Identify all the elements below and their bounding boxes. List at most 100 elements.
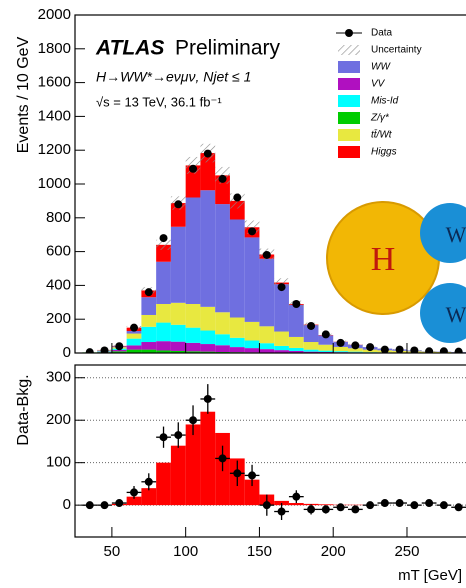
stack-segment: [141, 342, 156, 350]
y-axis-label: Events / 10 GeV: [15, 36, 32, 153]
preliminary-label: Preliminary: [175, 37, 281, 60]
data-point: [189, 416, 197, 424]
stack-segment: [274, 350, 289, 353]
data-point: [396, 499, 404, 507]
data-point: [440, 501, 448, 509]
y-axis-label: Data-Bkg.: [15, 374, 32, 445]
legend-swatch: [338, 112, 360, 124]
stack-segment: [186, 198, 201, 304]
stack-segment: [171, 325, 186, 342]
stack-segment: [171, 342, 186, 351]
legend-label: Higgs: [371, 147, 397, 158]
stack-segment: [141, 327, 156, 342]
stack-segment: [200, 331, 215, 345]
stack-segment: [304, 342, 319, 350]
y-tick-label: 2000: [38, 6, 71, 23]
data-point: [86, 348, 94, 356]
stack-segment: [259, 326, 274, 343]
x-axis-label: mT [GeV]: [398, 567, 462, 584]
stack-segment: [259, 343, 274, 349]
stack-segment: [274, 284, 289, 331]
stack-segment: [186, 304, 201, 328]
y-tick-label: 1000: [38, 175, 71, 192]
y-tick-label: 600: [46, 243, 71, 260]
stack-segment: [245, 237, 260, 321]
stack-segment: [186, 328, 201, 343]
data-point: [425, 499, 433, 507]
y-tick-label: 1400: [38, 107, 71, 124]
stack-segment: [274, 332, 289, 346]
data-point: [292, 300, 300, 308]
data-point: [145, 288, 153, 296]
stack-segment: [200, 344, 215, 352]
data-point: [278, 508, 286, 516]
legend-label: WW: [371, 62, 391, 73]
legend-swatch: [338, 129, 360, 141]
legend-swatch: [338, 146, 360, 158]
stack-segment: [156, 323, 171, 342]
data-point: [174, 431, 182, 439]
x-tick-label: 50: [104, 543, 121, 560]
y-tick-label: 800: [46, 209, 71, 226]
signal-bar: [200, 412, 215, 505]
data-point: [115, 342, 123, 350]
legend-label: tt̄/Wt: [371, 128, 393, 140]
signal-bar: [318, 504, 333, 505]
data-point: [351, 505, 359, 513]
stack-segment: [230, 318, 245, 338]
data-point: [322, 505, 330, 513]
x-tick-label: 250: [394, 543, 419, 560]
y-tick-label: 1200: [38, 141, 71, 158]
data-point: [233, 194, 241, 202]
data-point: [204, 150, 212, 158]
legend-marker: [345, 29, 353, 37]
data-point: [366, 343, 374, 351]
stack-segment: [215, 204, 230, 312]
data-point: [455, 503, 463, 511]
stack-segment: [200, 307, 215, 331]
y-tick-label: 300: [46, 369, 71, 386]
stack-segment: [348, 352, 363, 353]
stack-segment: [230, 347, 245, 352]
signal-bar: [156, 463, 171, 505]
legend-label: Uncertainty: [371, 45, 422, 56]
atlas-label: ATLAS: [95, 37, 164, 60]
data-point: [455, 348, 463, 356]
stack-segment: [245, 322, 260, 341]
chart: 0200400600800100012001400160018002000010…: [0, 0, 466, 588]
data-point: [381, 499, 389, 507]
y-tick-label: 1800: [38, 40, 71, 57]
legend-swatch: [338, 78, 360, 90]
data-point: [410, 501, 418, 509]
y-tick-label: 100: [46, 454, 71, 471]
data-point: [278, 283, 286, 291]
stack-segment: [127, 334, 142, 339]
stack-segment: [127, 339, 142, 346]
w-symbol: W: [446, 302, 466, 327]
stack-segment: [259, 349, 274, 352]
stack-segment: [156, 341, 171, 350]
stack-segment: [230, 219, 245, 317]
stack-segment: [274, 346, 289, 350]
w-symbol: W: [446, 222, 466, 247]
legend-label: Mis-Id: [371, 96, 399, 107]
y-tick-label: 400: [46, 276, 71, 293]
stack-segment: [245, 340, 260, 348]
lower-plot: [75, 378, 466, 520]
energy-label: √s = 13 TeV, 36.1 fb⁻¹: [96, 94, 222, 109]
data-point: [115, 499, 123, 507]
stack-segment: [215, 334, 230, 345]
process-label: H→WW*→eνμν, Njet ≤ 1: [96, 69, 251, 85]
y-tick-label: 200: [46, 310, 71, 327]
stack-segment: [215, 312, 230, 334]
stack-segment: [318, 345, 333, 351]
stack-segment: [304, 350, 319, 352]
legend-swatch: [338, 45, 360, 55]
data-point: [307, 322, 315, 330]
data-point: [219, 175, 227, 183]
data-point: [145, 478, 153, 486]
y-tick-label: 200: [46, 411, 71, 428]
x-tick-label: 200: [321, 543, 346, 560]
stack-segment: [141, 315, 156, 327]
